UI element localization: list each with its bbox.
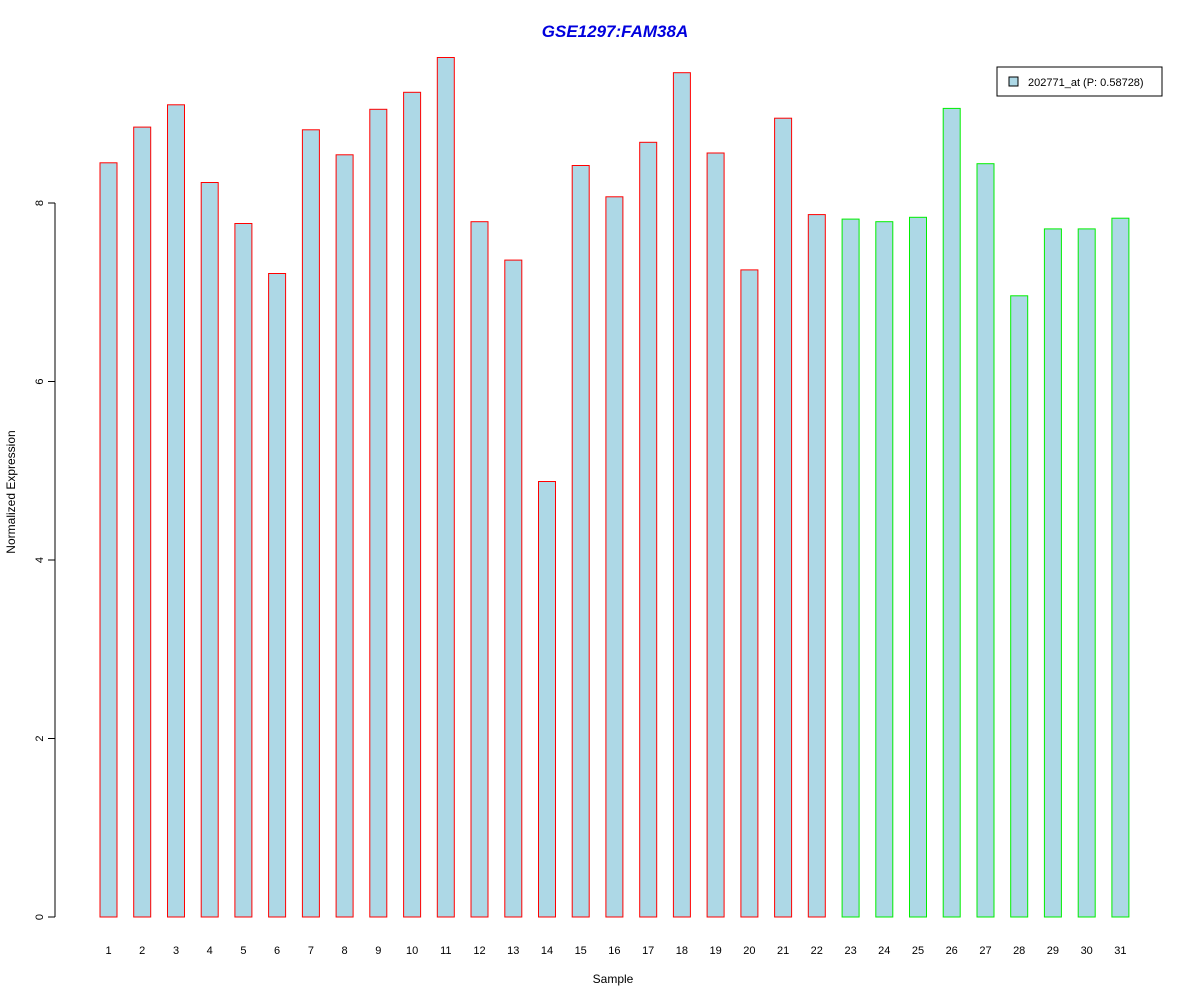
bar-sample-5 <box>234 223 253 918</box>
x-tick-label: 11 <box>440 945 451 957</box>
bar-sample-28 <box>1010 295 1029 918</box>
x-tick-label: 12 <box>473 945 485 957</box>
bar-sample-6 <box>268 273 287 918</box>
x-tick-label: 7 <box>308 945 314 957</box>
x-tick-label: 1 <box>105 945 111 957</box>
x-tick-label: 18 <box>676 945 688 957</box>
x-tick-label: 24 <box>878 945 890 957</box>
y-axis-label: Normalized Expression <box>4 430 18 553</box>
x-tick-label: 31 <box>1114 945 1126 957</box>
y-tick-label: 0 <box>34 914 46 920</box>
legend: 202771_at (P: 0.58728) <box>996 66 1163 97</box>
bar-sample-10 <box>403 91 422 918</box>
x-tick-label: 13 <box>507 945 519 957</box>
x-axis-label: Sample <box>593 972 634 986</box>
y-tick-label: 6 <box>34 378 46 384</box>
bar-sample-12 <box>470 221 489 918</box>
bar-sample-4 <box>200 182 219 918</box>
bar-sample-29 <box>1043 228 1062 918</box>
x-tick-label: 3 <box>173 945 179 957</box>
bar-sample-13 <box>504 259 523 918</box>
bar-sample-24 <box>875 221 894 918</box>
y-axis: 0 2 4 6 8 <box>34 200 56 920</box>
y-tick-label: 2 <box>34 735 46 741</box>
bar-sample-23 <box>841 218 860 918</box>
bar-sample-20 <box>740 269 759 918</box>
x-tick-label: 17 <box>642 945 654 957</box>
bar-sample-30 <box>1077 228 1096 918</box>
bar-sample-22 <box>807 214 826 918</box>
x-tick-label: 26 <box>946 945 958 957</box>
y-tick-label: 4 <box>34 557 46 563</box>
bar-sample-18 <box>672 72 691 918</box>
bar-sample-3 <box>167 104 185 918</box>
bar-sample-7 <box>301 129 320 918</box>
bar-sample-19 <box>706 152 725 918</box>
x-tick-label: 20 <box>743 945 755 957</box>
legend-box <box>996 66 1163 97</box>
x-tick-label: 28 <box>1013 945 1025 957</box>
x-axis: 1 2 3 4 5 6 7 8 9 10 11 12 13 14 15 16 17 18 19 20 21 22 23 24 2… <box>105 945 1126 957</box>
bar-sample-8 <box>335 154 354 918</box>
bar-sample-2 <box>133 126 152 918</box>
bar-sample-16 <box>605 196 624 918</box>
x-tick-label: 9 <box>375 945 381 957</box>
x-tick-label: 10 <box>406 945 418 957</box>
x-tick-label: 8 <box>342 945 348 957</box>
x-tick-label: 22 <box>811 945 823 957</box>
x-tick-label: 25 <box>912 945 924 957</box>
x-tick-label: 2 <box>139 945 145 957</box>
bar-sample-31 <box>1111 217 1130 918</box>
bar-sample-9 <box>369 108 388 918</box>
bar-sample-14 <box>538 481 556 918</box>
x-tick-label: 5 <box>240 945 246 957</box>
x-tick-label: 29 <box>1047 945 1059 957</box>
legend-swatch <box>1008 76 1019 87</box>
x-tick-label: 23 <box>844 945 856 957</box>
bar-sample-11 <box>436 57 455 918</box>
x-tick-label: 21 <box>777 945 789 957</box>
legend-label: 202771_at (P: 0.58728) <box>1028 77 1144 89</box>
x-tick-label: 16 <box>608 945 620 957</box>
y-tick-label: 8 <box>34 200 46 206</box>
x-tick-label: 4 <box>207 945 213 957</box>
bar-sample-25 <box>909 216 927 918</box>
bar-sample-27 <box>976 163 995 918</box>
bar-sample-21 <box>774 117 793 918</box>
x-tick-label: 30 <box>1081 945 1093 957</box>
bar-sample-17 <box>639 141 658 918</box>
bar-sample-26 <box>942 107 961 918</box>
x-tick-label: 14 <box>541 945 553 957</box>
chart-title: GSE1297:FAM38A <box>542 22 688 41</box>
x-tick-label: 15 <box>575 945 587 957</box>
x-tick-label: 19 <box>709 945 721 957</box>
plot-area <box>99 57 1130 918</box>
x-tick-label: 6 <box>274 945 280 957</box>
x-tick-label: 27 <box>979 945 991 957</box>
bar-sample-1 <box>99 162 118 918</box>
bar-sample-15 <box>571 165 590 918</box>
